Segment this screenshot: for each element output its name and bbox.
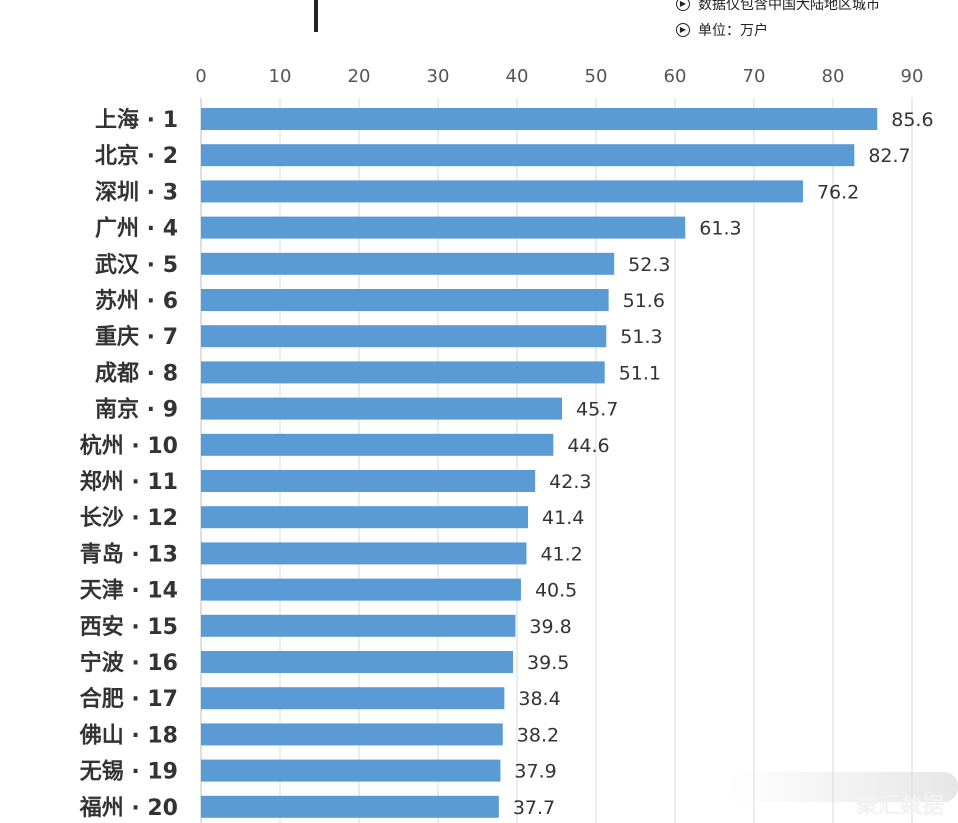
bar [201, 542, 527, 565]
value-label: 76.2 [817, 181, 859, 203]
category-label: 南京 · 9 [95, 397, 178, 423]
category-label: 上海 · 1 [95, 107, 178, 133]
bar [201, 180, 803, 203]
value-label: 45.7 [576, 399, 618, 421]
value-label: 52.3 [628, 254, 670, 276]
category-label: 武汉 · 5 [95, 253, 178, 278]
category-label: 合肥 · 17 [80, 686, 178, 712]
category-label: 天津 · 14 [80, 578, 178, 604]
x-tick-label: 90 [901, 66, 924, 87]
category-label: 无锡 · 19 [80, 760, 178, 785]
x-tick-label: 20 [348, 66, 371, 87]
category-label: 宁波 · 16 [80, 650, 178, 676]
value-label: 38.4 [518, 688, 560, 710]
bar [201, 252, 615, 275]
bar [201, 470, 536, 492]
value-label: 41.2 [540, 543, 582, 565]
value-label: 82.7 [868, 145, 910, 167]
x-tick-label: 50 [585, 66, 608, 87]
value-label: 37.7 [513, 797, 555, 819]
bar [201, 289, 609, 311]
bar [201, 759, 501, 782]
x-tick-label: 40 [506, 66, 529, 87]
category-label: 青岛 · 13 [80, 541, 178, 567]
x-tick-label: 80 [822, 66, 845, 87]
bars [201, 108, 878, 818]
value-label: 42.3 [549, 471, 591, 493]
bar [201, 216, 686, 239]
bar [201, 361, 605, 384]
bar [201, 723, 503, 746]
value-label: 51.3 [620, 326, 662, 348]
watermark-band [728, 772, 958, 802]
bar [201, 108, 878, 130]
value-label: 38.2 [517, 724, 559, 746]
x-tick-label: 0 [195, 66, 206, 87]
value-labels: 85.6 82.7 76.2 61.3 52.3 51.6 51.3 51.145.7 44.6… [513, 109, 934, 819]
bar [201, 506, 529, 529]
x-tick-label: 60 [664, 66, 687, 87]
note-data-scope-text: 数据仅包含中国大陆地区城市 [698, 0, 880, 13]
category-label: 杭州 · 10 [80, 433, 178, 459]
x-axis-ticks: 0 10 20 30 40 50 60 70 80 90 [195, 66, 923, 87]
bar [201, 795, 499, 818]
value-label: 51.1 [619, 362, 661, 384]
bar [201, 651, 514, 673]
bar [201, 144, 855, 167]
value-label: 44.6 [567, 435, 609, 457]
bar [201, 614, 516, 637]
bar [201, 397, 563, 420]
value-label: 41.4 [542, 507, 584, 529]
category-label: 重庆 · 7 [95, 324, 178, 350]
watermark-text: 聚汇数据 [856, 794, 945, 819]
category-label: 长沙 · 12 [80, 506, 178, 531]
bar [201, 578, 521, 601]
category-label: 成都 · 8 [95, 361, 178, 386]
value-label: 51.6 [623, 290, 665, 312]
x-tick-label: 10 [269, 66, 292, 87]
header-divider [314, 0, 318, 32]
bar [201, 687, 505, 710]
x-tick-label: 70 [743, 66, 766, 87]
category-label: 郑州 · 11 [80, 470, 178, 495]
note-unit-text: 单位：万户 [698, 23, 768, 39]
category-label: 苏州 · 6 [95, 288, 178, 314]
gridlines [200, 98, 913, 823]
value-label: 37.9 [514, 761, 556, 783]
category-label: 北京 · 2 [95, 143, 178, 169]
category-label: 西安 · 15 [80, 614, 178, 640]
category-labels: 上海 · 1 北京 · 2 深圳 · 3 广州 · 4 武汉 · 5 苏州 · 6 重庆 ·… [79, 107, 178, 821]
bar [201, 325, 607, 348]
note-unit: ▶ 单位：万户 [676, 20, 768, 40]
value-label: 39.8 [529, 616, 571, 638]
value-label: 39.5 [527, 652, 569, 674]
value-label: 40.5 [535, 580, 577, 602]
x-tick-label: 30 [427, 66, 450, 87]
category-label: 佛山 · 18 [79, 723, 178, 748]
bar [201, 433, 554, 456]
note-data-scope: ▶ 数据仅包含中国大陆地区城市 [676, 0, 880, 14]
category-label: 广州 · 4 [95, 216, 178, 242]
value-label: 61.3 [699, 218, 741, 240]
chevron-right-circle-icon: ▶ [676, 0, 690, 11]
chevron-right-circle-icon: ▶ [676, 23, 690, 37]
value-label: 85.6 [891, 109, 933, 131]
category-label: 深圳 · 3 [95, 180, 178, 205]
category-label: 福州 · 20 [79, 796, 178, 821]
